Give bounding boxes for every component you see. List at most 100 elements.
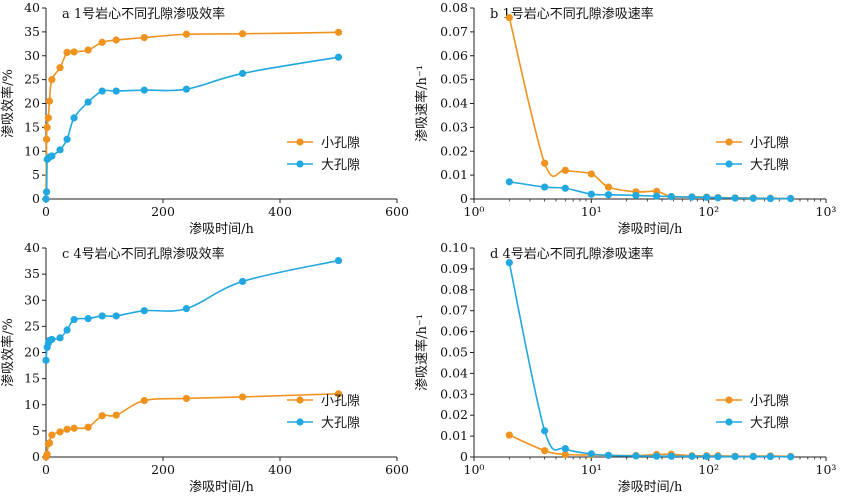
legend-label: 大孔隙 (750, 158, 789, 173)
data-point (766, 194, 775, 203)
data-point (714, 452, 722, 461)
y-tick-label: 0.04 (440, 96, 468, 111)
data-point (587, 170, 595, 178)
data-point (587, 450, 595, 458)
chart-title: c 4号岩心不同孔隙渗吸效率 (62, 246, 225, 262)
chart-title: a 1号岩心不同孔隙渗吸效率 (62, 6, 225, 22)
y-tick-label: 35 (24, 24, 40, 39)
data-point (140, 307, 148, 315)
y-tick-label: 0.01 (440, 428, 468, 443)
data-point (561, 184, 569, 192)
data-point (541, 447, 549, 455)
x-tick-label: 10² (698, 462, 719, 477)
data-point (688, 452, 696, 460)
y-tick-label: 15 (24, 119, 40, 134)
data-point (112, 36, 120, 44)
legend-marker-large (296, 160, 304, 168)
y-tick-label: 0.03 (440, 386, 468, 401)
y-axis-label: 渗吸速率/h⁻¹ (414, 314, 430, 391)
data-point (84, 314, 92, 323)
data-point (70, 424, 78, 432)
y-tick-label: 30 (24, 292, 40, 307)
chart-title: b 1号岩心不同孔隙渗吸速率 (490, 6, 654, 22)
data-point (731, 452, 739, 461)
y-tick-label: 20 (24, 345, 40, 360)
series-large (505, 178, 795, 203)
data-point (70, 48, 78, 56)
x-tick-label: 10¹ (581, 204, 602, 219)
data-point (48, 152, 56, 160)
legend-marker-small (725, 138, 733, 146)
legend-marker-small (296, 396, 304, 404)
data-point (238, 69, 247, 78)
y-tick-label: 0 (460, 191, 468, 206)
data-point (541, 159, 549, 167)
data-point (42, 188, 51, 196)
y-tick-label: 0.05 (440, 345, 468, 360)
data-point (48, 335, 56, 344)
data-point (604, 183, 613, 191)
series-line-small (508, 434, 791, 458)
data-point (702, 193, 711, 201)
y-tick-label: 0.08 (440, 0, 468, 15)
data-point (541, 183, 549, 191)
data-point (561, 450, 569, 459)
x-axis-label: 渗吸时间/h (189, 480, 254, 495)
legend-marker-large (725, 160, 733, 168)
data-point (334, 390, 343, 398)
data-point (587, 190, 595, 198)
data-point (238, 30, 247, 38)
data-point (42, 135, 51, 143)
data-point (140, 86, 148, 94)
x-tick-label: 10⁰ (464, 462, 485, 477)
data-point (44, 114, 52, 122)
data-point (98, 87, 106, 95)
x-tick-label: 400 (268, 204, 292, 219)
data-point (84, 423, 92, 431)
data-point (42, 356, 50, 364)
data-point (48, 76, 56, 84)
y-tick-label: 20 (24, 96, 40, 111)
series-small (505, 13, 795, 203)
data-point (98, 38, 106, 46)
y-tick-label: 0.07 (440, 303, 468, 318)
y-axis-label: 渗吸速率/h⁻¹ (414, 65, 430, 142)
series-large (505, 259, 795, 461)
data-point (98, 412, 106, 420)
y-tick-label: 0.09 (440, 261, 468, 276)
series-line-small (45, 31, 339, 200)
data-point (787, 194, 795, 203)
data-point (667, 452, 675, 460)
x-tick-label: 200 (151, 462, 175, 477)
y-tick-label: 0.05 (440, 72, 468, 87)
data-point (731, 194, 739, 202)
data-point (43, 450, 51, 458)
data-point (787, 453, 795, 461)
y-tick-label: 10 (24, 143, 40, 158)
data-point (561, 445, 569, 453)
y-tick-label: 35 (24, 266, 40, 281)
data-point (238, 277, 247, 286)
y-axis-label: 渗吸效率/% (0, 69, 16, 138)
x-tick-label: 400 (268, 462, 292, 477)
x-tick-label: 10⁰ (464, 204, 485, 219)
x-tick-label: 200 (151, 204, 175, 219)
y-tick-label: 25 (24, 72, 40, 87)
data-point (749, 194, 757, 202)
data-point (766, 452, 775, 461)
data-point (702, 452, 711, 460)
data-point (42, 195, 50, 203)
data-point (63, 326, 71, 334)
data-point (505, 13, 513, 22)
series-line-small (508, 17, 791, 200)
x-tick-label: 10² (698, 204, 719, 219)
data-point (112, 312, 120, 320)
data-point (238, 393, 247, 401)
legend-label: 大孔隙 (750, 416, 789, 431)
data-point (561, 166, 569, 174)
series-line-large (45, 56, 339, 200)
data-point (84, 46, 92, 54)
data-point (63, 135, 71, 143)
data-point (56, 334, 64, 342)
y-tick-label: 0.02 (440, 407, 468, 422)
